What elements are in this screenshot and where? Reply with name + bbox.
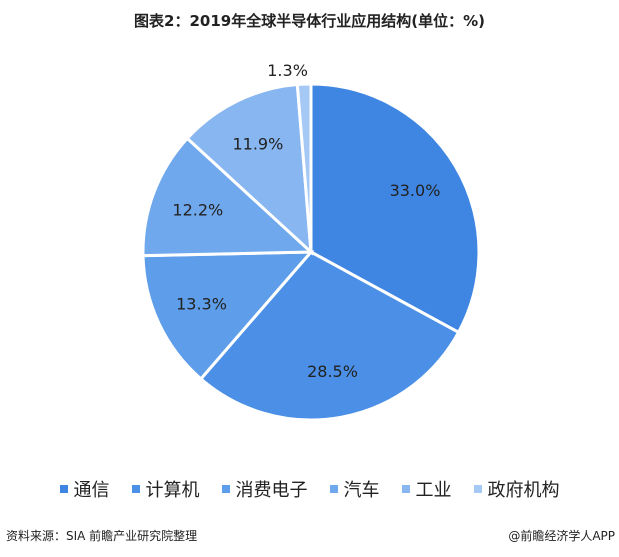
legend-label: 通信 <box>73 480 110 501</box>
pie-slice-5 <box>295 82 313 253</box>
legend-swatch <box>59 485 68 493</box>
source-note: 资料来源：SIA 前瞻产业研究院整理 <box>6 529 198 543</box>
legend-swatch <box>473 485 482 493</box>
data-label: 11.9% <box>232 134 283 153</box>
legend-swatch <box>131 485 140 493</box>
data-label: 1.3% <box>267 61 308 80</box>
legend-label: 消费电子 <box>235 480 308 501</box>
pie-slice-3 <box>141 136 315 258</box>
chart-title: 图表2：2019年全球半导体行业应用结构(单位：%) <box>134 12 485 30</box>
legend-label: 工业 <box>415 480 452 501</box>
legend-item: 计算机 <box>131 476 200 502</box>
legend-item: 消费电子 <box>221 476 308 502</box>
data-label: 12.2% <box>172 200 223 219</box>
legend-item: 汽车 <box>329 476 380 502</box>
data-label: 13.3% <box>176 294 227 313</box>
legend: 通信 计算机 消费电子 汽车 工业 政府机构 <box>0 476 619 502</box>
data-label: 33.0% <box>390 181 441 200</box>
pie-chart: 33.0% 28.5% 13.3% 12.2% 11.9% 1.3% <box>141 61 481 422</box>
legend-label: 政府机构 <box>487 480 560 501</box>
legend-item: 工业 <box>401 476 452 502</box>
legend-swatch <box>329 485 338 493</box>
pie-slice-2 <box>141 250 315 381</box>
pie-slice-1 <box>198 250 461 422</box>
data-label: 28.5% <box>307 362 358 381</box>
legend-label: 汽车 <box>343 480 380 501</box>
pie-slice-0 <box>309 82 481 335</box>
credit: @前瞻经济学人APP <box>508 529 615 543</box>
legend-label: 计算机 <box>145 480 200 501</box>
legend-swatch <box>221 485 230 493</box>
legend-item: 政府机构 <box>473 476 560 502</box>
legend-swatch <box>401 485 410 493</box>
legend-item: 通信 <box>59 476 110 502</box>
pie-slice-4 <box>185 82 313 256</box>
